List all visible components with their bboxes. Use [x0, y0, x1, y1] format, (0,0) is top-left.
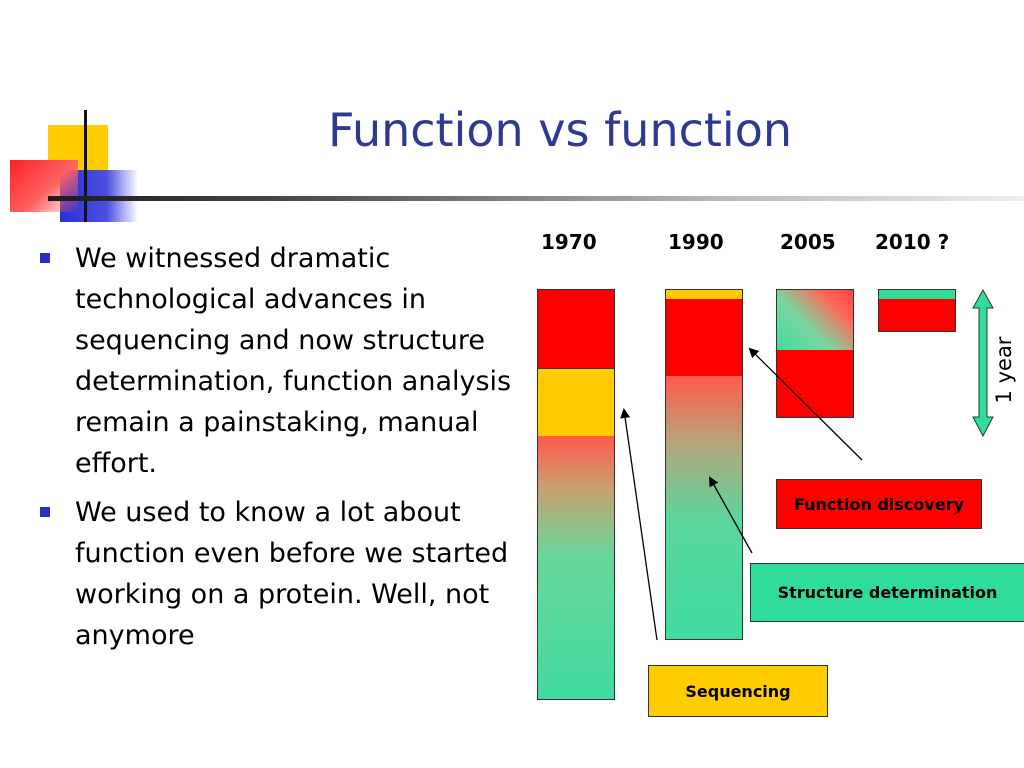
bullet-text: We witnessed dramatic technological adva…	[75, 243, 512, 479]
bar-1990-function-segment	[666, 299, 742, 377]
bar-2005-function-segment	[777, 350, 853, 417]
bullet-marker	[40, 253, 50, 263]
decoration-red-square	[10, 160, 78, 212]
arrow-sequencing	[620, 408, 658, 641]
decoration-vertical-line	[84, 110, 87, 222]
sequencing-label: Sequencing	[648, 665, 828, 717]
structure-determination-label: Structure determination	[750, 563, 1024, 622]
bar-2005	[776, 289, 854, 418]
bar-1970-function-segment	[538, 290, 614, 368]
bullet-marker	[40, 507, 50, 517]
year-label-2005: 2005	[780, 230, 836, 254]
bullet-item-1: We witnessed dramatic technological adva…	[40, 238, 530, 484]
one-year-label: 1 year	[992, 336, 1016, 404]
year-label-1970: 1970	[541, 230, 597, 254]
year-label-2010: 2010 ?	[875, 230, 950, 254]
title-rule	[48, 196, 1024, 201]
function-discovery-label: Function discovery	[776, 479, 982, 529]
bullet-text: We used to know a lot about function eve…	[75, 497, 509, 651]
year-label-1990: 1990	[668, 230, 724, 254]
bullet-item-2: We used to know a lot about function eve…	[40, 492, 530, 656]
bar-1990	[665, 289, 743, 640]
bar-2010-function-segment	[879, 299, 955, 331]
bar-1970	[537, 289, 615, 700]
arrow-structure-determination	[709, 476, 753, 554]
bar-1990-structure-segment	[666, 376, 742, 639]
bar-1970-structure-segment	[538, 436, 614, 699]
slide-title: Function vs function	[328, 103, 792, 157]
arrow-function-discovery	[748, 347, 863, 461]
one-year-double-arrow	[972, 288, 994, 438]
bar-2010	[878, 289, 956, 332]
